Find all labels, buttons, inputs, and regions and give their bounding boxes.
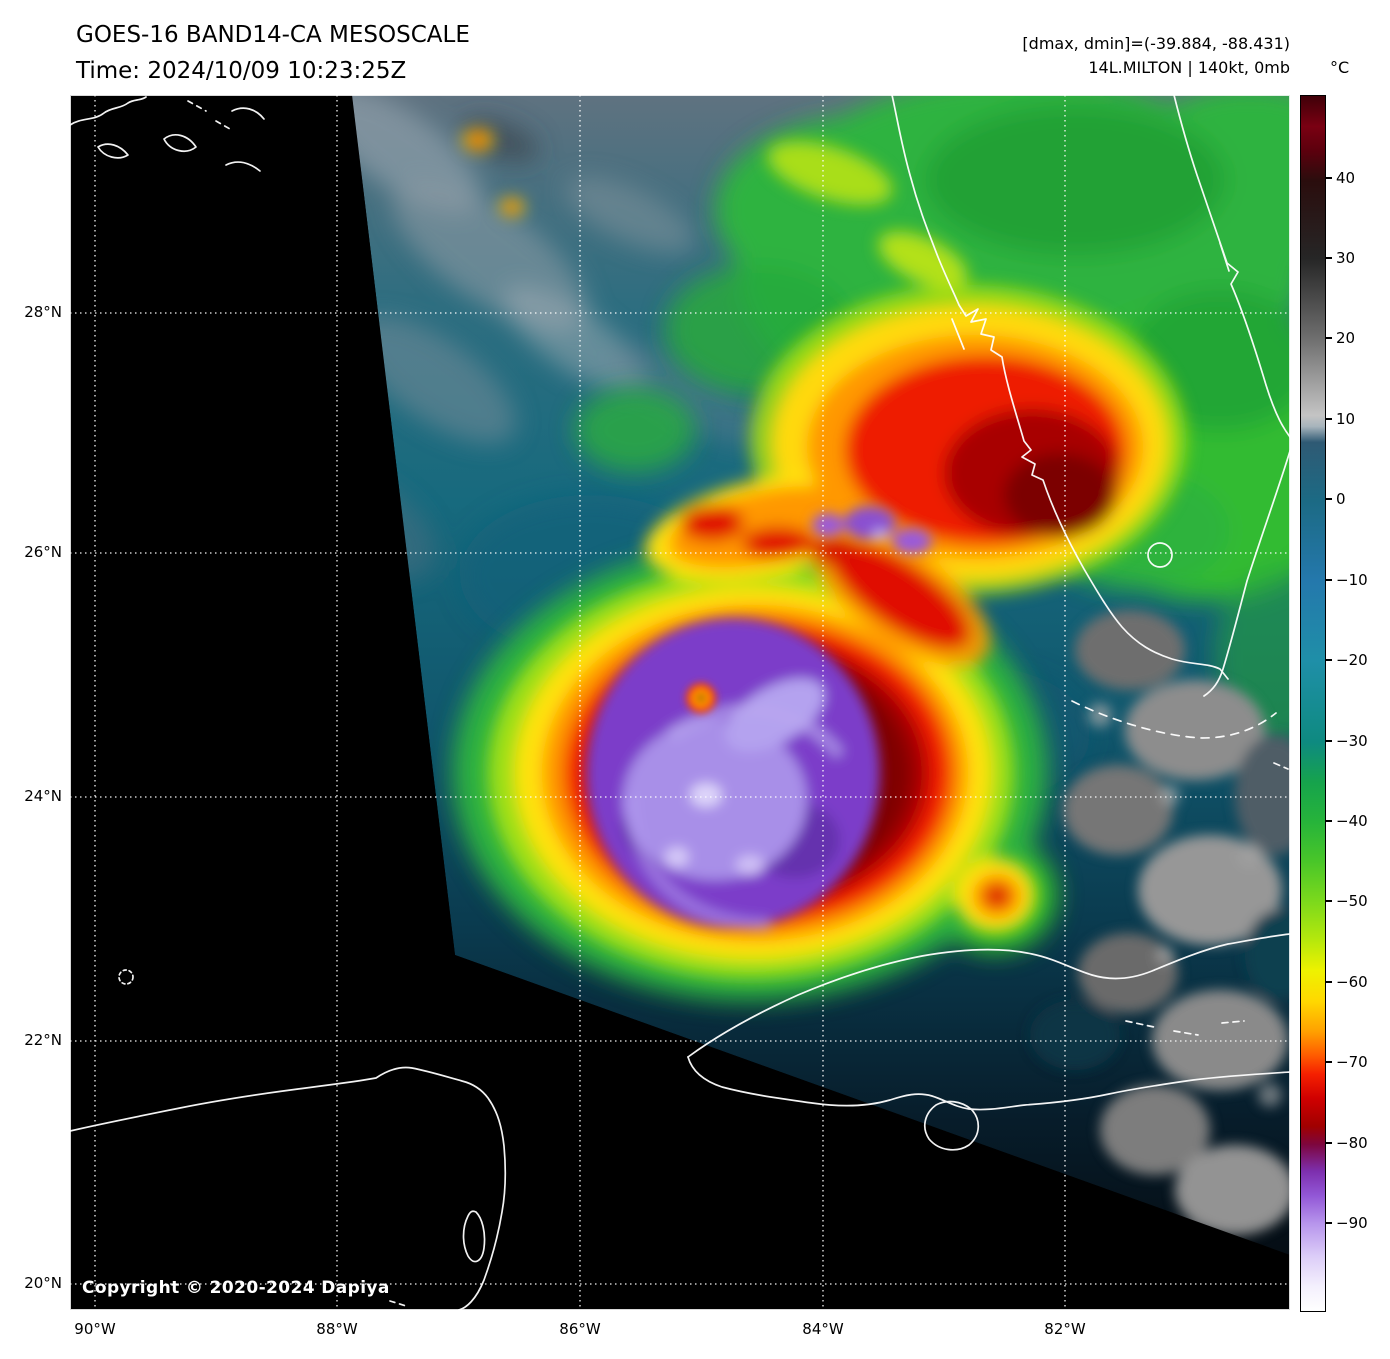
map-frame (70, 95, 1290, 1310)
colorbar-tick-m40: −40 (1336, 812, 1368, 830)
hurricane-eye (686, 683, 716, 713)
lat-label-28n: 28°N (24, 303, 62, 321)
lat-label-20n: 20°N (24, 1274, 62, 1292)
storm-info: 14L.MILTON | 140kt, 0mb (1088, 58, 1290, 77)
hurricane-milton (463, 129, 1186, 978)
coastlines (70, 95, 1290, 1310)
florida-keys (1071, 700, 1277, 739)
colorbar-tick-m20: −20 (1336, 651, 1368, 669)
graticule-gridlines (70, 95, 1290, 1310)
colorbar-tick-0: 0 (1336, 490, 1346, 508)
colorbar-tick-m10: −10 (1336, 571, 1368, 589)
lat-label-26n: 26°N (24, 543, 62, 561)
cuba-coastline (687, 933, 1290, 1058)
lat-label-22n: 22°N (24, 1031, 62, 1049)
colorbar-tick-m60: −60 (1336, 973, 1368, 991)
colorbar-tick-m90: −90 (1336, 1214, 1368, 1232)
colorbar-tick-40: 40 (1336, 169, 1356, 187)
colorbar-tick-m30: −30 (1336, 732, 1368, 750)
satellite-map (70, 95, 1290, 1310)
colorbar-tick-20: 20 (1336, 329, 1356, 347)
page-title: GOES-16 BAND14-CA MESOSCALE (76, 22, 470, 48)
temperature-colorbar (1300, 95, 1326, 1312)
colorbar-tick-m80: −80 (1336, 1134, 1368, 1152)
florida-coastline (891, 95, 1229, 680)
lon-label-86w: 86°W (559, 1320, 601, 1338)
lon-label-88w: 88°W (316, 1320, 358, 1338)
ir-data-swath (352, 95, 1290, 1255)
cozumel-island (462, 1210, 486, 1263)
lake-okeechobee (1147, 542, 1173, 568)
timestamp: Time: 2024/10/09 10:23:25Z (76, 58, 407, 84)
map-plot-area: Copyright © 2020-2024 Dapiya (70, 95, 1290, 1310)
lon-label-82w: 82°W (1044, 1320, 1086, 1338)
colorbar-unit-label: °C (1330, 58, 1350, 77)
colorbar-tick-m70: −70 (1336, 1053, 1368, 1071)
lon-label-90w: 90°W (74, 1320, 116, 1338)
warm-cumulus-field (1030, 610, 1290, 1245)
lat-label-24n: 24°N (24, 787, 62, 805)
dmax-dmin-readout: [dmax, dmin]=(-39.884, -88.431) (1022, 34, 1290, 53)
yucatan-coastline (70, 1066, 507, 1310)
gulf-north-coastline (70, 96, 265, 172)
copyright-text: Copyright © 2020-2024 Dapiya (82, 1278, 390, 1298)
isla-de-la-juventud (923, 1100, 980, 1151)
colorbar-tick-30: 30 (1336, 249, 1356, 267)
lon-label-84w: 84°W (802, 1320, 844, 1338)
colorbar-tick-m50: −50 (1336, 892, 1368, 910)
colorbar-tick-10: 10 (1336, 410, 1356, 428)
